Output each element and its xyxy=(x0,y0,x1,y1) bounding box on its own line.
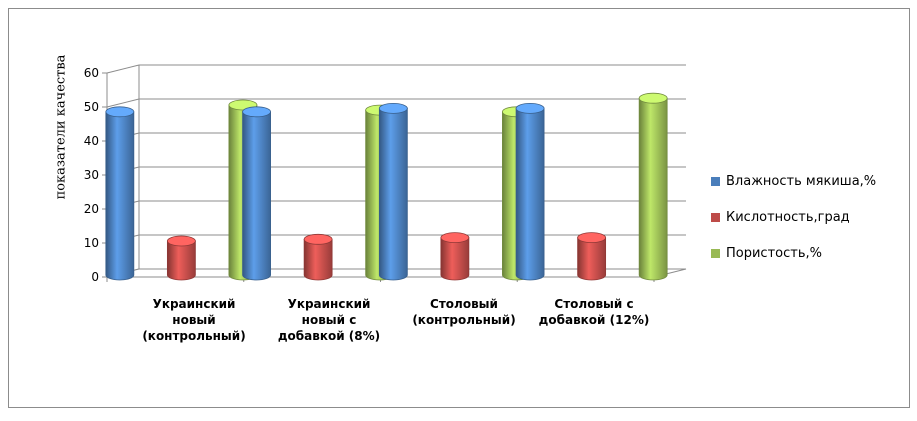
y-tick-label: 60 xyxy=(84,66,99,80)
x-tick-label: Украинский новый (контрольный) xyxy=(142,297,246,343)
bar-0-1 xyxy=(166,240,196,281)
gridline-side xyxy=(106,98,140,108)
legend-item: Кислотность,град xyxy=(711,207,876,227)
legend-swatch xyxy=(711,212,720,222)
bar-top-2-0 xyxy=(378,103,408,114)
legend-item: Пористость,% xyxy=(711,243,876,263)
bar-3-2 xyxy=(638,97,668,281)
bar-1-0 xyxy=(242,111,271,281)
bar-1-1 xyxy=(303,238,333,281)
bar-top-3-2 xyxy=(638,92,668,104)
legend-label: Кислотность,град xyxy=(726,209,850,225)
bar-2-0 xyxy=(378,108,408,281)
y-tick-label: 20 xyxy=(84,202,99,216)
y-tick-label: 40 xyxy=(84,134,99,148)
legend-swatch xyxy=(711,248,720,258)
chart-frame: 0 10 20 30 40 50 60 показатели качества Украин… xyxy=(8,8,910,408)
bar-0-0 xyxy=(105,111,135,281)
gridline-side xyxy=(106,64,140,74)
bar-top-0-0 xyxy=(105,106,135,118)
bar-top-1-0 xyxy=(242,106,271,118)
y-tick-label: 0 xyxy=(91,270,99,284)
legend-label: Пористость,% xyxy=(726,245,822,261)
legend: Влажность мякиша,% Кислотность,град Порист… xyxy=(711,171,876,279)
bar-top-0-1 xyxy=(166,235,196,247)
bar-3-0 xyxy=(515,108,545,281)
y-tick-label: 50 xyxy=(84,100,99,114)
x-tick-label: Столовый с добавкой (12%) xyxy=(538,297,650,327)
bar-3-1 xyxy=(577,237,607,281)
y-tick-label: 30 xyxy=(84,168,99,182)
bar-top-3-1 xyxy=(577,232,607,244)
bar-2-1 xyxy=(440,237,470,281)
bar-chart: 0 10 20 30 40 50 60 xyxy=(84,64,687,284)
x-tick-label: Украинский новый с добавкой (8%) xyxy=(277,297,381,343)
bar-top-1-1 xyxy=(303,233,333,245)
y-axis-label: показатели качества xyxy=(53,54,69,200)
legend-item: Влажность мякиша,% xyxy=(711,171,876,191)
y-tick-label: 10 xyxy=(84,236,99,250)
x-tick-label: Столовый (контрольный) xyxy=(412,297,516,327)
bar-top-3-0 xyxy=(515,103,545,114)
legend-label: Влажность мякиша,% xyxy=(726,173,877,189)
bar-top-2-1 xyxy=(440,232,470,244)
legend-swatch xyxy=(711,176,720,186)
